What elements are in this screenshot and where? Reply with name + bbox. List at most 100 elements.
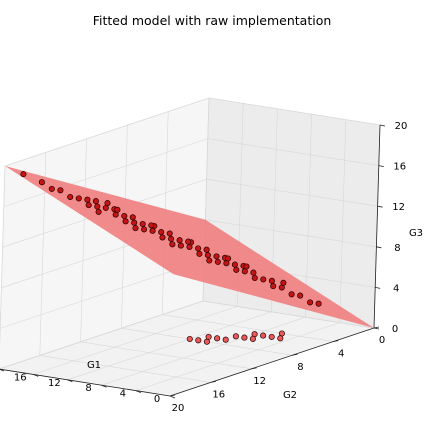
grid-line-x xyxy=(135,322,340,391)
data-point xyxy=(94,203,101,210)
y-tick-label: 12 xyxy=(253,376,266,387)
z-tick-label: 0 xyxy=(392,324,398,335)
grid-line-x xyxy=(101,316,306,386)
x-tick-label: 0 xyxy=(154,394,160,405)
y-tick-mark xyxy=(333,340,339,342)
data-point xyxy=(67,193,74,201)
y-tick-label: 0 xyxy=(379,335,385,346)
data-point xyxy=(102,204,109,211)
data-point xyxy=(132,225,139,232)
data-point xyxy=(250,269,257,276)
data-point xyxy=(38,179,45,186)
x-tick-mark xyxy=(135,390,141,393)
data-point xyxy=(270,283,277,290)
grid-line-z xyxy=(4,97,210,167)
data-point xyxy=(231,261,238,268)
y-tick-mark xyxy=(292,353,298,356)
grid-line-z xyxy=(206,178,378,207)
data-point xyxy=(114,206,121,213)
y-tick-label: 4 xyxy=(338,349,344,360)
data-point xyxy=(84,196,91,203)
data-point xyxy=(232,333,239,340)
y-tick-label: 16 xyxy=(212,389,225,400)
y-axis-line xyxy=(169,327,375,397)
grid-line-x xyxy=(33,306,238,375)
data-point xyxy=(122,218,129,225)
z-tick-mark xyxy=(376,246,382,249)
z-tick-mark xyxy=(377,205,383,208)
z-tick-mark xyxy=(378,165,384,167)
data-point xyxy=(222,336,229,343)
data-point xyxy=(158,229,165,236)
x-axis-line xyxy=(0,368,171,397)
grid-line-z xyxy=(202,300,375,329)
data-point xyxy=(288,291,295,298)
data-point xyxy=(131,219,138,226)
data-point xyxy=(141,226,148,233)
z-tick-mark xyxy=(373,327,380,330)
data-point xyxy=(233,266,240,273)
grid-line-y xyxy=(80,138,87,342)
data-point xyxy=(195,337,202,344)
data-point xyxy=(95,208,102,215)
z-axis-label: G3 xyxy=(409,228,423,239)
z-tick-label: 20 xyxy=(395,121,408,132)
plot-area xyxy=(5,166,374,345)
data-point xyxy=(75,195,82,202)
axis-lines xyxy=(0,124,381,397)
z-tick-label: 12 xyxy=(392,202,405,213)
data-point xyxy=(249,335,256,342)
y-tick-mark xyxy=(251,367,257,370)
data-point xyxy=(268,277,275,284)
data-point xyxy=(85,202,92,209)
data-point xyxy=(260,332,267,339)
data-point xyxy=(203,246,210,253)
grid-line-z xyxy=(207,138,379,166)
data-point xyxy=(214,258,221,265)
data-point xyxy=(280,279,287,286)
chart-title: Fitted model with raw implementation xyxy=(93,13,332,28)
data-point xyxy=(176,237,183,244)
y-tick-mark xyxy=(169,394,176,397)
data-point xyxy=(148,222,155,229)
x-tick-mark xyxy=(169,395,176,399)
x-tick-mark xyxy=(101,384,107,388)
x-tick-label: 4 xyxy=(120,389,126,400)
data-point xyxy=(166,230,173,237)
grid-line-y xyxy=(80,341,252,370)
data-point xyxy=(241,334,248,341)
data-point xyxy=(48,185,55,192)
x-axis-label: G1 xyxy=(87,360,101,371)
data-point xyxy=(196,250,203,257)
data-point xyxy=(307,299,314,306)
data-point xyxy=(168,235,175,242)
tick-labels: 048121620048121620048121620 xyxy=(0,121,407,414)
data-point xyxy=(206,257,213,264)
grid-line-x xyxy=(67,311,272,381)
data-point xyxy=(177,242,184,249)
x-tick-mark xyxy=(0,368,5,372)
data-point xyxy=(195,245,202,252)
data-point xyxy=(213,253,220,260)
x-tick-mark xyxy=(67,379,73,383)
grid-line-z xyxy=(205,219,377,248)
z-tick-label: 4 xyxy=(393,283,399,294)
data-point xyxy=(92,198,99,205)
y-tick-label: 8 xyxy=(297,362,303,373)
data-point xyxy=(260,276,267,283)
y-axis-label: G2 xyxy=(283,390,297,401)
y-tick-mark xyxy=(210,381,216,383)
z-tick-mark xyxy=(375,287,381,289)
grid-line-z xyxy=(208,97,381,126)
x-tick-label: 8 xyxy=(85,383,91,394)
grid-line-y xyxy=(162,314,334,342)
data-point xyxy=(205,333,212,340)
data-point xyxy=(268,333,275,340)
data-point xyxy=(315,300,322,307)
data-point xyxy=(129,214,136,221)
data-point xyxy=(121,212,128,220)
data-point xyxy=(169,241,176,248)
data-point xyxy=(20,171,27,178)
data-point xyxy=(277,335,284,342)
